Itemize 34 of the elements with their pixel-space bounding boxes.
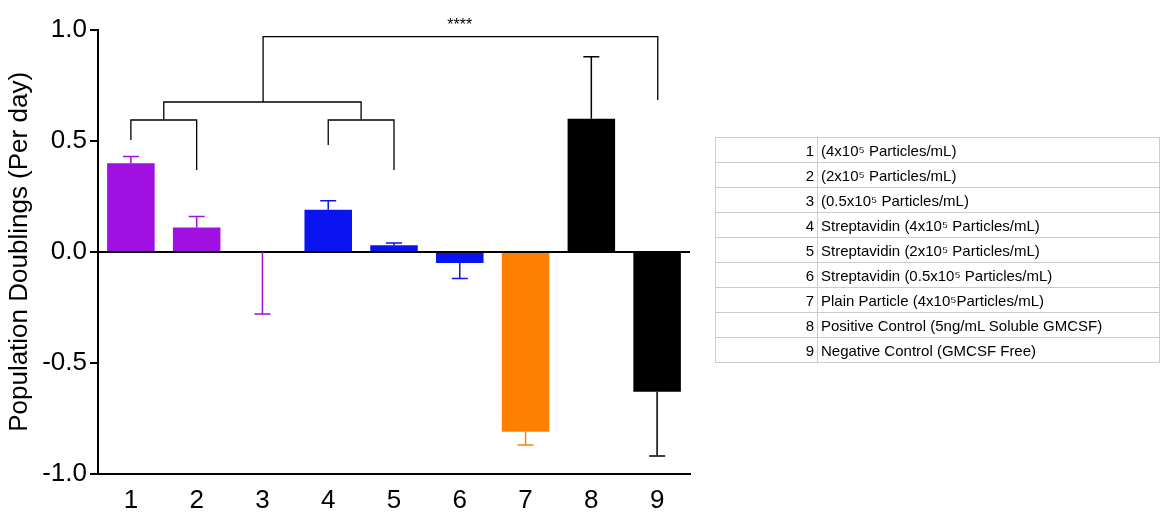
text: Plain Particle (4x10⁵Particles/mL)	[817, 287, 1160, 313]
x-tick-label: 9	[649, 483, 665, 514]
text: Streptavidin (4x10⁵ Particles/mL)	[817, 212, 1160, 238]
x-tick-label: 5	[386, 483, 402, 514]
category-label: 1	[805, 141, 814, 159]
annotation: ****	[447, 16, 473, 33]
text: (0.5x10⁵ Particles/mL)	[817, 187, 1160, 213]
y-axis-title: Population Doublings (Per day)	[2, 71, 33, 432]
text: (4x10⁵ Particles/mL)	[817, 137, 1160, 163]
y-tick-label: 1.0	[50, 13, 87, 44]
text: Streptavidin (2x10⁵ Particles/mL)	[817, 237, 1160, 263]
category-label: 2	[805, 166, 814, 184]
category-label: 9	[805, 341, 814, 359]
x-tick-label: 2	[189, 483, 204, 514]
text: Negative Control (GMCSF Free)	[817, 337, 1160, 363]
y-tick-label: -0.5	[42, 346, 87, 377]
category-label: 7	[805, 291, 814, 309]
category-label: 3	[805, 191, 814, 209]
y-tick-label: 0.5	[50, 124, 87, 155]
x-tick-label: 8	[584, 483, 599, 514]
x-tick-label: 1	[123, 483, 139, 514]
text: (2x10⁵ Particles/mL)	[817, 162, 1160, 188]
y-tick-label: 0.0	[50, 235, 87, 266]
text: Streptavidin (0.5x10⁵ Particles/mL)	[817, 262, 1160, 288]
category-label: 4	[805, 216, 814, 234]
category-label: 5	[805, 241, 814, 259]
text: Positive Control (5ng/mL Soluble GMCSF)	[817, 312, 1160, 338]
category-label: 6	[805, 266, 814, 284]
y-tick-label: -1.0	[42, 456, 87, 487]
x-tick-label: 7	[518, 483, 533, 514]
x-tick-label: 6	[452, 483, 468, 514]
x-tick-label: 4	[320, 483, 336, 514]
x-tick-label: 3	[255, 483, 270, 514]
category-label: 8	[805, 316, 814, 334]
